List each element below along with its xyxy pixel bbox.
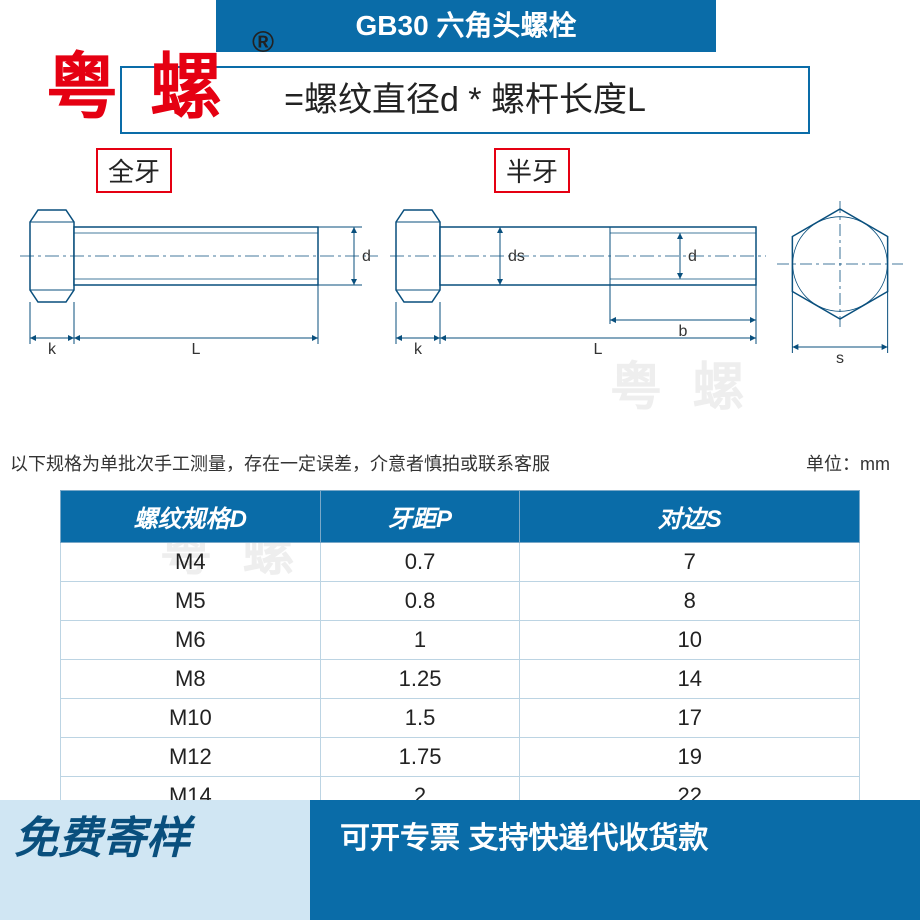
table-cell: 10 bbox=[520, 621, 860, 660]
table-cell: M12 bbox=[61, 738, 321, 777]
table-cell: M10 bbox=[61, 699, 321, 738]
footer-stripe-right bbox=[310, 878, 920, 920]
table-cell: 1.5 bbox=[320, 699, 520, 738]
footer-invoice-info: 可开专票 支持快递代收货款 bbox=[310, 800, 920, 878]
registered-icon: ® bbox=[252, 26, 274, 60]
table-row: M6110 bbox=[61, 621, 860, 660]
svg-text:d: d bbox=[362, 248, 371, 265]
svg-text:k: k bbox=[414, 341, 423, 358]
table-cell: M4 bbox=[61, 543, 321, 582]
table-cell: M8 bbox=[61, 660, 321, 699]
svg-text:L: L bbox=[192, 341, 201, 358]
table-header: 对边S bbox=[520, 491, 860, 543]
svg-text:L: L bbox=[594, 341, 603, 358]
table-row: M81.2514 bbox=[61, 660, 860, 699]
table-cell: 1.75 bbox=[320, 738, 520, 777]
table-header: 螺纹规格D bbox=[61, 491, 321, 543]
svg-text:d: d bbox=[688, 248, 697, 265]
svg-text:k: k bbox=[48, 341, 57, 358]
table-row: M50.88 bbox=[61, 582, 860, 621]
table-row: M40.77 bbox=[61, 543, 860, 582]
table-cell: 1 bbox=[320, 621, 520, 660]
table-cell: 1.25 bbox=[320, 660, 520, 699]
table-cell: 14 bbox=[520, 660, 860, 699]
unit-label: 单位：mm bbox=[806, 450, 890, 476]
note-text: 以下规格为单批次手工测量，存在一定误差，介意者慎拍或联系客服 bbox=[0, 450, 900, 476]
table-cell: 17 bbox=[520, 699, 860, 738]
table-cell: M5 bbox=[61, 582, 321, 621]
table-row: M101.517 bbox=[61, 699, 860, 738]
bolt-diagrams: d k Lds d k b Ls bbox=[0, 186, 920, 386]
spec-table: 螺纹规格D牙距P对边S M40.77M50.88M6110M81.2514M10… bbox=[60, 490, 860, 816]
svg-text:ds: ds bbox=[508, 248, 525, 265]
table-header: 牙距P bbox=[320, 491, 520, 543]
table-cell: 7 bbox=[520, 543, 860, 582]
table-cell: 0.7 bbox=[320, 543, 520, 582]
svg-text:b: b bbox=[679, 323, 688, 340]
table-cell: M6 bbox=[61, 621, 321, 660]
svg-text:s: s bbox=[836, 350, 844, 367]
table-cell: 8 bbox=[520, 582, 860, 621]
footer-stripe-left bbox=[0, 878, 310, 920]
footer-free-sample: 免费寄样 bbox=[0, 800, 310, 878]
brand-logo: 粤 螺 bbox=[46, 28, 228, 133]
page-title: GB30 六角头螺栓 bbox=[216, 0, 716, 52]
table-cell: 0.8 bbox=[320, 582, 520, 621]
table-cell: 19 bbox=[520, 738, 860, 777]
table-row: M121.7519 bbox=[61, 738, 860, 777]
